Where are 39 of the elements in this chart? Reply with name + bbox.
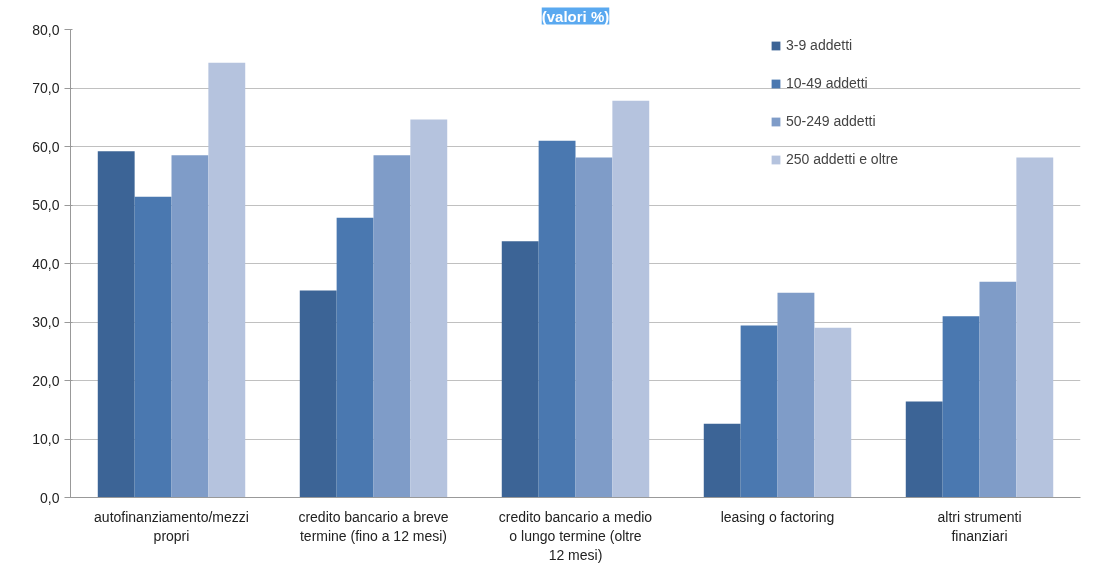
legend-label: 3-9 addetti <box>786 37 853 53</box>
bar <box>336 217 374 498</box>
bar <box>575 157 613 498</box>
bar <box>942 316 980 498</box>
y-tick-label: 0,0 <box>40 489 60 506</box>
x-tick-label: altri strumenti finanziari <box>937 508 1022 544</box>
bar <box>740 325 778 498</box>
y-tick-label: 50,0 <box>32 197 60 213</box>
bar <box>208 62 246 498</box>
bar <box>97 151 135 498</box>
legend-label: 50-249 addetti <box>786 113 876 129</box>
bar <box>171 155 209 498</box>
chart-title: (valori %) <box>541 7 610 25</box>
legend-label: 250 addetti e oltre <box>786 151 899 167</box>
y-tick-label: 60,0 <box>32 138 60 155</box>
y-tick-label: 40,0 <box>32 255 60 272</box>
x-tick-label: credito bancario a medio o lungo termine (oltre 12 mesi) <box>498 508 653 563</box>
bar <box>410 119 448 498</box>
y-tick-label: 80,0 <box>32 21 60 38</box>
bar <box>501 241 539 498</box>
y-tick-label: 10,0 <box>32 431 60 447</box>
bar <box>1016 157 1054 498</box>
y-tick-label: 30,0 <box>32 314 60 330</box>
bar <box>814 327 852 498</box>
bar <box>299 290 337 498</box>
bar <box>612 100 650 498</box>
bar <box>905 401 943 498</box>
x-tick-label: autofinanziamento/mezzi propri <box>94 508 249 544</box>
y-tick-label: 70,0 <box>32 80 60 96</box>
bar <box>134 196 172 498</box>
x-tick-label: leasing o factoring <box>720 508 835 525</box>
bar <box>777 292 815 498</box>
bar <box>373 155 411 498</box>
bar <box>979 281 1017 498</box>
legend-label: 10-49 addetti <box>786 75 868 91</box>
bar <box>703 423 741 498</box>
bar <box>538 140 576 498</box>
x-tick-label: credito bancario a breve termine (fino a 12 mesi) <box>298 508 449 544</box>
y-tick-label: 20,0 <box>32 372 60 389</box>
